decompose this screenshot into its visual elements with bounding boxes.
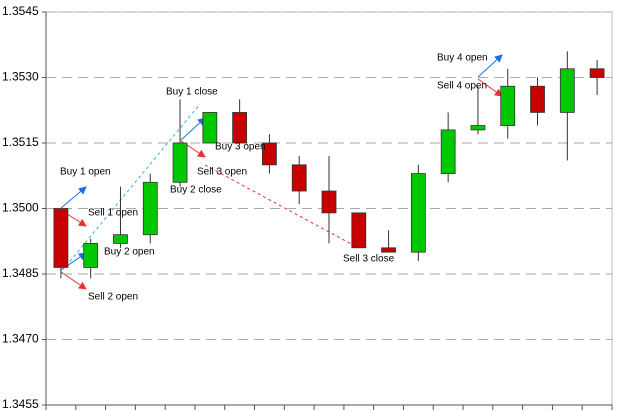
candle-body xyxy=(172,142,188,183)
y-tick-label: 1.3530 xyxy=(2,70,39,84)
dashed-link xyxy=(204,164,356,247)
y-tick-label: 1.3485 xyxy=(2,266,39,280)
arrow xyxy=(477,78,503,97)
arrow xyxy=(60,271,87,290)
arrow xyxy=(60,186,87,209)
annotation: Buy 1 close xyxy=(166,87,218,98)
y-tick-label: 1.3545 xyxy=(2,4,39,18)
annotation: Sell 3 close xyxy=(343,254,395,265)
y-tick-label: 1.3515 xyxy=(2,135,39,149)
arrow xyxy=(477,54,503,78)
candle-body xyxy=(232,112,248,144)
candle-body xyxy=(470,125,486,131)
candle-body xyxy=(291,164,307,192)
candle-body xyxy=(83,243,99,268)
annotation: Buy 2 open xyxy=(104,247,155,258)
annotation: Buy 4 open xyxy=(437,53,488,64)
candle-body xyxy=(589,68,605,78)
annotation: Buy 1 open xyxy=(60,167,111,178)
annotation: Buy 2 close xyxy=(170,185,222,196)
candle-body xyxy=(321,190,337,214)
annotation: Sell 1 open xyxy=(88,208,138,219)
arrow xyxy=(180,117,206,141)
annotation: Sell 4 open xyxy=(437,81,487,92)
y-tick-label: 1.3500 xyxy=(2,201,39,215)
dashed-link xyxy=(65,103,201,267)
candle-body xyxy=(500,85,516,126)
candle-body xyxy=(53,208,69,268)
candle-body xyxy=(530,85,545,113)
candle-body xyxy=(202,112,218,144)
annotation: Sell 3 open xyxy=(197,167,247,178)
candle-body xyxy=(559,68,575,113)
annotation: Sell 2 open xyxy=(88,292,138,303)
candle-body xyxy=(113,234,128,244)
candle-body xyxy=(262,142,277,166)
candle-body xyxy=(440,129,456,174)
candle-body xyxy=(381,247,396,253)
y-tick-label: 1.3470 xyxy=(2,332,39,346)
y-tick-label: 1.3455 xyxy=(2,397,39,411)
candle-body xyxy=(142,181,158,236)
candle-body xyxy=(410,173,426,253)
candle-body xyxy=(351,212,367,249)
annotation: Buy 3 open xyxy=(215,142,266,153)
